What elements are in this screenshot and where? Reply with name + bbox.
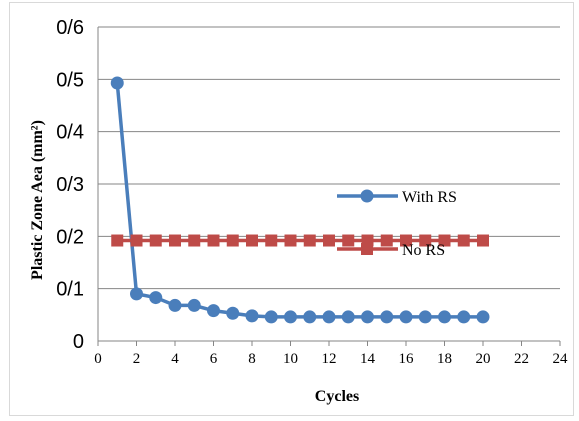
chart-area [9,2,574,416]
data-point-circle [130,287,143,301]
data-point-square [342,234,355,247]
data-point-square [400,234,412,247]
data-point-circle [303,310,317,324]
y-tick-label: 0 [73,331,84,353]
legend-marker-circle [360,189,374,203]
x-tick-label: 4 [171,351,179,367]
plot-series [110,76,490,324]
data-point-square [303,234,316,247]
y-tick-label: 0/2 [56,226,84,248]
data-point-circle [284,310,297,324]
data-point-square [284,234,297,247]
data-point-circle [341,310,355,324]
x-tick-label: 12 [322,351,337,367]
x-tick-label: 14 [360,351,376,367]
data-point-circle [245,309,259,323]
y-tick-label: 0/4 [56,122,84,144]
data-point-square [149,234,162,247]
data-point-square [246,234,258,247]
data-point-square [323,234,335,247]
y-axis-title: Plastic Zone Aea (mm²) [29,120,46,280]
data-point-circle [457,310,471,324]
x-tick-label: 18 [437,351,452,367]
data-point-square [130,234,143,247]
x-tick-label: 16 [399,351,415,367]
data-point-square [207,234,220,247]
x-tick-label: 22 [514,351,529,367]
data-point-circle [226,306,240,320]
y-tick-label: 0/1 [56,279,84,301]
data-point-circle [110,76,124,90]
data-point-circle [476,310,490,324]
data-point-square [438,234,451,247]
x-tick-label: 20 [476,351,491,367]
data-point-circle [187,298,201,312]
data-point-circle [168,298,182,312]
data-point-circle [207,304,220,318]
data-point-square [169,234,181,247]
data-point-square [477,234,489,247]
data-point-circle [361,310,374,324]
data-point-square [188,234,201,247]
legend: With RS No RS [337,189,457,259]
data-point-circle [322,310,336,324]
data-point-square [111,234,124,247]
x-tick-label: 24 [553,351,569,367]
x-tick-label: 0 [94,351,102,367]
data-point-circle [380,310,394,324]
x-tick-label: 10 [283,351,298,367]
x-axis-title: Cycles [315,388,359,405]
data-point-circle [399,310,413,324]
x-tick-label: 2 [133,351,141,367]
data-point-square [226,234,239,247]
data-point-circle [438,310,451,324]
data-point-circle [418,310,432,324]
y-tick-label: 0/3 [56,174,84,196]
gridlines [98,26,560,290]
legend-label: With RS [402,189,457,206]
axes: 00/10/20/30/40/50/60 2 4 6 8 10 12 14 16 18 20 22 24 [56,17,568,367]
x-tick-label: 6 [210,351,218,367]
y-tick-label: 0/6 [56,17,84,39]
data-point-square [457,234,470,247]
y-tick-label: 0/5 [56,69,84,91]
data-point-square [265,234,278,247]
x-tick-label: 8 [248,351,256,367]
data-point-circle [149,291,163,305]
data-point-square [419,234,432,247]
data-point-square [380,234,393,247]
legend-label: No RS [402,242,445,259]
data-point-circle [264,310,278,324]
legend-marker-square [361,243,373,255]
